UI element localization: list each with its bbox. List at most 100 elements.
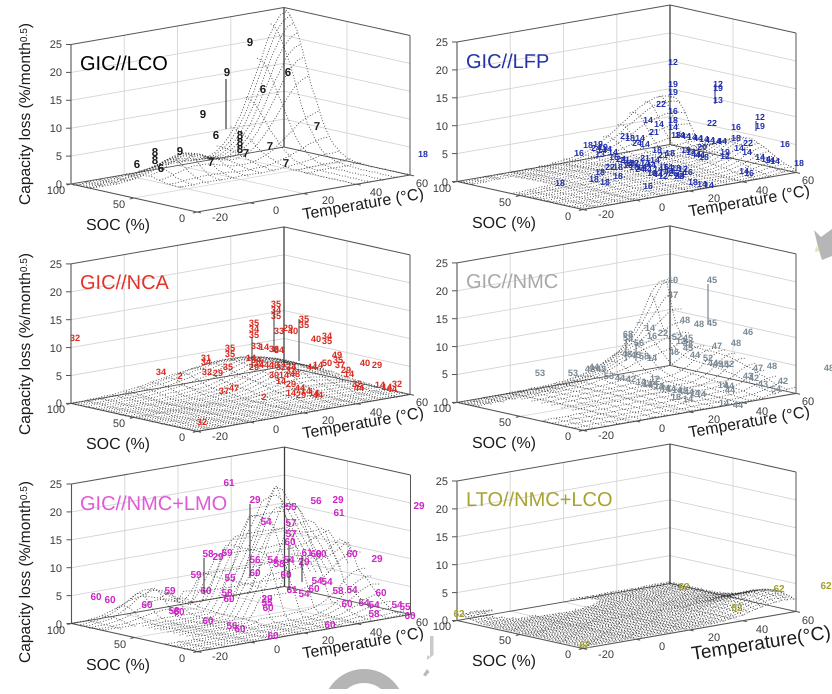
svg-text:30: 30 bbox=[269, 370, 279, 380]
svg-text:47: 47 bbox=[668, 290, 678, 300]
svg-text:16: 16 bbox=[609, 152, 619, 162]
svg-text:20: 20 bbox=[436, 286, 448, 298]
svg-text:5: 5 bbox=[442, 149, 448, 161]
svg-text:13: 13 bbox=[713, 95, 723, 105]
svg-text:14: 14 bbox=[286, 388, 297, 398]
svg-text:56: 56 bbox=[310, 496, 322, 507]
svg-text:44: 44 bbox=[705, 135, 715, 145]
svg-text:35: 35 bbox=[225, 343, 235, 353]
svg-text:14: 14 bbox=[690, 388, 701, 398]
svg-text:19: 19 bbox=[593, 139, 603, 149]
svg-text:40: 40 bbox=[288, 326, 298, 336]
svg-text:22: 22 bbox=[629, 158, 639, 168]
svg-text:42: 42 bbox=[778, 376, 788, 386]
svg-text:18: 18 bbox=[583, 140, 593, 150]
svg-text:20: 20 bbox=[436, 504, 448, 516]
svg-text:60: 60 bbox=[249, 568, 261, 579]
svg-text:62: 62 bbox=[453, 609, 465, 620]
svg-text:14: 14 bbox=[636, 377, 647, 387]
svg-text:18: 18 bbox=[668, 115, 678, 125]
svg-text:44: 44 bbox=[642, 164, 652, 174]
svg-text:15: 15 bbox=[50, 535, 62, 547]
svg-text:14: 14 bbox=[276, 376, 287, 386]
svg-text:14: 14 bbox=[375, 380, 386, 390]
svg-text:25: 25 bbox=[50, 39, 62, 51]
svg-text:40: 40 bbox=[360, 358, 370, 368]
svg-text:60: 60 bbox=[308, 584, 320, 595]
svg-text:18: 18 bbox=[665, 148, 675, 158]
svg-text:0: 0 bbox=[274, 644, 280, 656]
svg-text:16: 16 bbox=[629, 162, 639, 172]
svg-text:8: 8 bbox=[237, 144, 244, 156]
svg-text:9: 9 bbox=[177, 146, 183, 158]
svg-text:20: 20 bbox=[708, 193, 720, 205]
svg-text:20: 20 bbox=[50, 287, 62, 299]
svg-text:7: 7 bbox=[314, 121, 320, 133]
svg-text:14: 14 bbox=[668, 122, 678, 132]
svg-text:22: 22 bbox=[743, 138, 753, 148]
svg-text:GIC//NCA: GIC//NCA bbox=[80, 272, 170, 294]
svg-text:29: 29 bbox=[332, 495, 344, 506]
svg-text:44: 44 bbox=[354, 383, 365, 393]
svg-text:60: 60 bbox=[200, 586, 212, 597]
svg-text:14: 14 bbox=[647, 353, 658, 363]
svg-text:7: 7 bbox=[243, 148, 249, 160]
svg-text:60: 60 bbox=[310, 549, 322, 560]
svg-text:25: 25 bbox=[50, 259, 62, 271]
svg-text:14: 14 bbox=[697, 179, 707, 189]
svg-text:0: 0 bbox=[659, 202, 665, 214]
svg-text:45: 45 bbox=[648, 380, 658, 390]
svg-text:31: 31 bbox=[286, 366, 296, 376]
svg-text:55: 55 bbox=[261, 598, 273, 609]
svg-text:10: 10 bbox=[436, 121, 448, 133]
svg-text:60: 60 bbox=[802, 615, 814, 627]
svg-text:14: 14 bbox=[643, 115, 653, 125]
svg-text:46: 46 bbox=[743, 327, 753, 337]
svg-text:16: 16 bbox=[731, 122, 741, 132]
svg-text:53: 53 bbox=[604, 371, 614, 381]
svg-text:56: 56 bbox=[634, 338, 644, 348]
svg-text:54: 54 bbox=[260, 517, 272, 528]
svg-text:19: 19 bbox=[668, 79, 678, 89]
svg-text:40: 40 bbox=[370, 627, 382, 639]
svg-text:24: 24 bbox=[635, 164, 645, 174]
svg-text:7: 7 bbox=[208, 157, 214, 169]
svg-text:29: 29 bbox=[261, 594, 273, 605]
svg-text:20: 20 bbox=[322, 195, 334, 207]
svg-text:14: 14 bbox=[734, 143, 744, 153]
svg-text:32: 32 bbox=[197, 417, 207, 427]
svg-text:14: 14 bbox=[382, 382, 393, 392]
svg-text:40: 40 bbox=[311, 334, 321, 344]
svg-text:50: 50 bbox=[322, 358, 332, 368]
svg-text:Capacity loss (%/month0.5): Capacity loss (%/month0.5) bbox=[17, 253, 34, 435]
svg-text:14: 14 bbox=[650, 155, 660, 165]
svg-text:10: 10 bbox=[50, 123, 62, 135]
svg-text:29: 29 bbox=[212, 552, 224, 563]
svg-text:20: 20 bbox=[50, 507, 62, 519]
svg-text:0: 0 bbox=[56, 619, 62, 631]
svg-text:58: 58 bbox=[368, 609, 380, 620]
svg-text:60: 60 bbox=[802, 396, 814, 408]
svg-text:34: 34 bbox=[156, 367, 167, 377]
svg-text:55: 55 bbox=[399, 602, 411, 613]
svg-text:SOC (%): SOC (%) bbox=[86, 217, 150, 234]
svg-text:14: 14 bbox=[301, 386, 312, 396]
svg-text:68: 68 bbox=[623, 329, 633, 339]
svg-text:54: 54 bbox=[321, 577, 333, 588]
svg-text:57: 57 bbox=[285, 529, 297, 540]
svg-text:57: 57 bbox=[285, 518, 297, 529]
svg-text:0: 0 bbox=[273, 424, 279, 436]
svg-text:0: 0 bbox=[273, 205, 279, 217]
svg-text:5: 5 bbox=[56, 371, 62, 383]
svg-text:54: 54 bbox=[267, 555, 279, 566]
svg-text:35: 35 bbox=[223, 362, 233, 372]
svg-text:54: 54 bbox=[311, 576, 323, 587]
svg-text:22: 22 bbox=[656, 99, 666, 109]
svg-text:100: 100 bbox=[47, 625, 65, 637]
svg-text:62: 62 bbox=[773, 584, 785, 595]
svg-text:48: 48 bbox=[694, 319, 704, 329]
svg-text:44: 44 bbox=[675, 170, 685, 180]
svg-text:40: 40 bbox=[756, 406, 768, 418]
svg-text:50: 50 bbox=[499, 417, 511, 429]
svg-text:19: 19 bbox=[713, 83, 723, 93]
